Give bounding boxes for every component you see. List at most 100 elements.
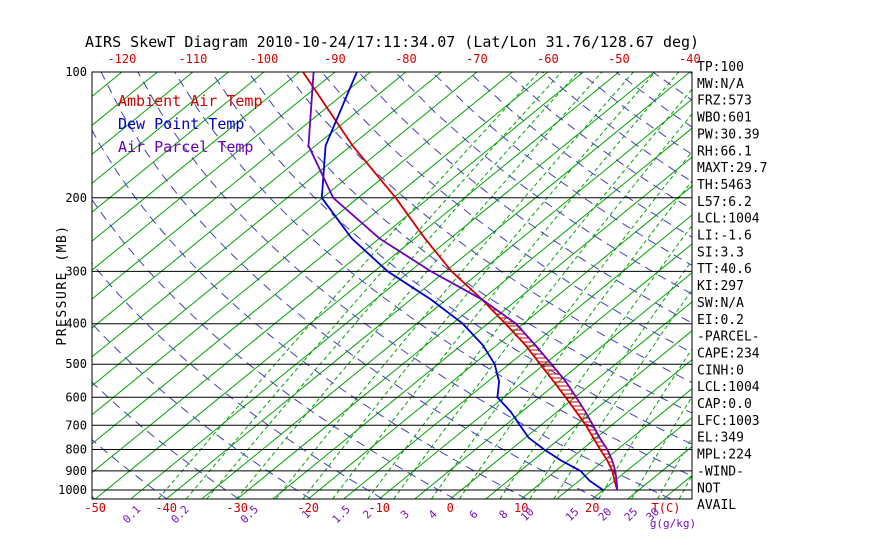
mixing-ratio-line (553, 288, 692, 499)
dry-adiabat-line (763, 72, 870, 499)
isotherm-line (92, 72, 513, 416)
side-panel-line: TP:100 (697, 60, 744, 75)
isotherm-line (92, 72, 371, 300)
side-panel-line: PW:30.39 (697, 127, 760, 142)
side-panel-line: WBO:601 (697, 111, 752, 126)
side-panel-line: MW:N/A (697, 77, 744, 92)
side-panel-line: -WIND- (697, 464, 744, 479)
dry-adiabat-line (100, 72, 599, 499)
top-temp-label: -90 (324, 52, 346, 66)
isotherm-line (378, 243, 692, 499)
isobar-lines (92, 72, 692, 491)
isotherm-line (92, 72, 336, 271)
top-temp-label: -70 (466, 52, 488, 66)
plot-frame (91, 71, 693, 500)
mixing-ratio-line (302, 72, 656, 499)
isotherm-line (92, 72, 265, 213)
side-panel-line: LCL:1004 (697, 380, 760, 395)
pressure-tick-label: 700 (65, 418, 87, 432)
top-temp-label: -50 (608, 52, 630, 66)
mixing-ratio-label: 25 (622, 505, 641, 524)
bottom-temp-label: -40 (155, 501, 177, 515)
pressure-tick-label: 900 (65, 464, 87, 478)
mixing-ratio-line (598, 347, 692, 499)
isotherm-line (272, 156, 692, 499)
side-panel-line: LFC:1003 (697, 414, 760, 429)
mixing-ratio-label: 15 (563, 505, 582, 524)
mixing-ratio-line (458, 180, 692, 499)
top-temp-label: -40 (679, 52, 701, 66)
isotherm-line (485, 330, 692, 499)
isotherm-line (520, 359, 692, 499)
mixing-ratio-line (431, 150, 692, 499)
side-panel-line: SW:N/A (697, 296, 744, 311)
pressure-tick-label: 300 (65, 264, 87, 278)
mixing-ratio-label: 0.1 (120, 503, 143, 526)
dry-adiabat-line (92, 322, 311, 499)
air-parcel-temp-curve (307, 72, 619, 491)
legend-ambient-air-temp: Ambient Air Temp (118, 92, 263, 110)
isotherm-line (165, 72, 691, 499)
side-panel-line: SI:3.3 (697, 245, 744, 260)
side-panel-line: NOT (697, 481, 721, 496)
isotherm-line (92, 72, 158, 126)
legend-air-parcel-temp: Air Parcel Temp (118, 138, 253, 156)
isotherm-line (770, 72, 870, 499)
dry-adiabat-line (431, 72, 692, 266)
top-temp-label: -80 (395, 52, 417, 66)
isotherm-line (0, 72, 51, 499)
bottom-temp-label: 20 (585, 501, 599, 515)
dry-adiabat-line (92, 198, 455, 499)
bottom-temp-label: -30 (226, 501, 248, 515)
side-panel-line: KI:297 (697, 279, 744, 294)
isotherm-line (556, 388, 692, 499)
mixing-ratio-label: 3 (398, 508, 412, 522)
dry-adiabat-line (284, 72, 692, 384)
isotherm-line (130, 72, 655, 499)
isotherm-line (92, 72, 442, 358)
dew-point-temp-curve (320, 72, 604, 491)
side-panel-line: LI:-1.6 (697, 229, 752, 244)
isotherm-line (414, 272, 692, 499)
dry-adiabat-line (321, 72, 692, 354)
dry-adiabat-line (92, 381, 239, 499)
side-panel-line: RH:66.1 (697, 144, 752, 159)
mixing-axis-title: g(g/kg) (650, 517, 696, 530)
pressure-axis-title: PRESSURE (MB) (55, 224, 70, 345)
side-panel-line: -PARCEL- (697, 330, 760, 345)
dry-adiabat-line (137, 72, 671, 499)
legend-dew-point-temp: Dew Point Temp (118, 115, 244, 133)
side-panel-line: FRZ:573 (697, 94, 752, 109)
side-panel-line: TT:40.6 (697, 262, 752, 277)
dry-adiabat-line (92, 129, 527, 499)
pressure-tick-label: 400 (65, 317, 87, 331)
side-panel-line: CAP:0.0 (697, 397, 752, 412)
mixing-ratio-line (657, 436, 692, 499)
side-panel-line: EL:349 (697, 431, 744, 446)
pressure-tick-label: 800 (65, 443, 87, 457)
chart-title: AIRS SkewT Diagram 2010-10-24/17:11:34.0… (85, 33, 699, 51)
dry-adiabat-line (210, 72, 692, 445)
side-panel-line: L57:6.2 (697, 195, 752, 210)
side-panel-line: LCL:1004 (697, 212, 760, 227)
side-panel-line: TH:5463 (697, 178, 752, 193)
isotherm-line (591, 416, 692, 499)
bottom-temp-label: 10 (514, 501, 528, 515)
mixing-ratio-line (529, 259, 692, 499)
bottom-temp-label: -20 (297, 501, 319, 515)
isotherm-line (92, 72, 584, 474)
mixing-ratio-line (499, 224, 692, 499)
isotherm-line (0, 72, 86, 499)
pressure-tick-label: 1000 (58, 483, 87, 497)
pressure-tick-label: 200 (65, 191, 87, 205)
dry-adiabat-line (358, 72, 692, 324)
side-panel-line: EI:0.2 (697, 313, 744, 328)
isotherm-line (236, 127, 692, 499)
bottom-temp-label: -10 (368, 501, 390, 515)
pressure-tick-label: 600 (65, 390, 87, 404)
mixing-ratio-line (185, 72, 562, 499)
axis-labels: -120 -110 -100 -90 -80 -70 -60 -50 -40-50 -40 -30-… (58, 52, 701, 526)
mixing-ratio-line (206, 72, 579, 499)
